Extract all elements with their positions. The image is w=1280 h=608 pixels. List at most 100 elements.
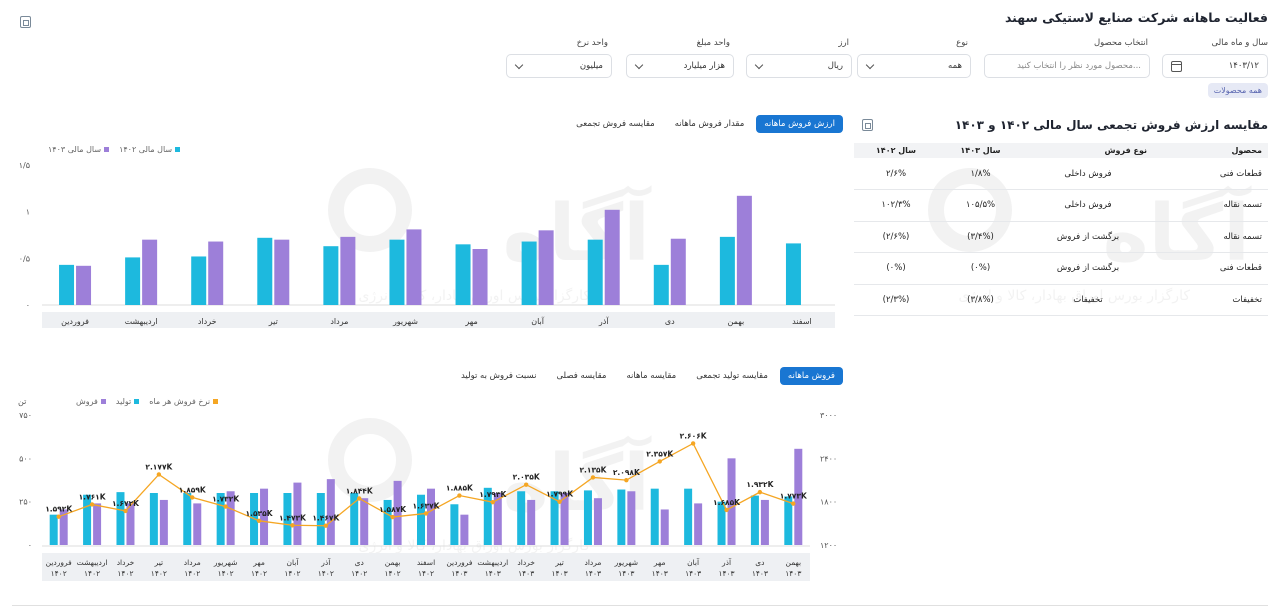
rate-point [357,496,362,501]
bar-sales [794,448,803,545]
bar-production [216,493,225,545]
type-select[interactable]: همه [857,54,971,78]
amount-unit-label: واحد مبلغ [696,38,730,48]
tab-monthly-comparison[interactable]: مقایسه ماهانه [626,371,677,381]
cell-1403: (۳/۴%) [938,221,1023,253]
rate-point [423,511,429,516]
currency-select[interactable]: ریال [746,54,852,78]
x-tick-label-month: تیر [554,558,564,567]
product-select[interactable]: محصول مورد نظر را انتخاب کنید... [984,54,1150,78]
rate-point [690,441,696,446]
x-tick-label-year: ۱۴۰۳ [552,569,568,578]
x-tick-label-month: مرداد [184,558,201,567]
rate-data-label: ۱.۸۸۵K [446,484,474,493]
rate-data-label: ۱.۷۷۳K [780,492,808,501]
monthly-sales-production-chart: تن ۰ ۲۵۰ ۵۰۰ ۷۵۰ ۱۲۰۰ ۱۸۰۰ ۲۴۰۰ ۳۰۰۰ فروردین ۱۴۰۲ ا… [18,397,837,581]
x-tick-label-month: اردیبهشت [477,558,508,567]
bar-1403 [142,239,158,305]
tab-cumulative-sales-comparison[interactable]: مقایسه فروش تجمعی [576,119,655,129]
x-tick-label-month: فروردین [446,558,473,567]
bar-production [383,499,392,545]
x-tick-label-year: ۱۴۰۲ [117,569,133,578]
tab-monthly-sales-quantity[interactable]: مقدار فروش ماهانه [674,119,745,129]
bar-production [617,489,626,545]
amount-unit-select[interactable]: هزار میلیارد [626,54,734,78]
rate-data-label: ۲.۱۷۷K [145,462,173,471]
year-month-picker[interactable]: ۱۴۰۳/۱۲ [1162,54,1268,78]
y-tick-label: ۱ [26,208,30,217]
x-tick-label: اسفند [792,317,812,326]
bar-sales [193,503,202,545]
x-tick-label-month: فروردین [46,558,73,567]
bar-1402 [719,236,735,305]
bar-sales [393,480,402,545]
x-axis-band [42,553,810,581]
bar-sales [360,498,369,545]
table-row: تسمه نقاله فروش داخلی ۱۰۵/۵% ۱۰۲/۳% [854,189,1268,222]
excel-export-icon[interactable] [20,16,31,28]
x-axis-band [42,312,835,328]
rate-point [757,489,763,495]
cell-1403: (۳/۸%) [938,284,1023,316]
rate-unit-value: میلیون [579,61,603,71]
tab-monthly-sales-value[interactable]: ارزش فروش ماهانه [756,115,843,133]
bar-production [650,488,659,545]
x-tick-label-year: ۱۴۰۳ [785,569,801,578]
x-tick-label-month: بهمن [786,558,802,567]
x-tick-label-month: آبان [687,557,700,567]
rate-point [56,514,61,519]
rate-data-label: ۱.۶۸۵K [713,498,741,507]
bar-production [417,494,425,545]
y-left-tick-label: ۵۰۰ [19,454,32,463]
tab-monthly-sales[interactable]: فروش ماهانه [779,367,843,385]
bar-1402 [59,264,75,305]
y-left-axis-label: تن [18,397,26,406]
y-left-tick-label: ۲۵۰ [19,498,32,507]
rate-unit-select[interactable]: میلیون [506,54,612,78]
cell-product: قطعات فنی [1153,252,1268,285]
x-tick-label-year: ۱۴۰۳ [652,569,668,578]
legend-label: نرخ فروش هر ماه [149,397,211,406]
bar-sales [226,491,235,545]
x-tick-label-year: ۱۴۰۳ [585,569,601,578]
bar-1403 [538,230,554,305]
bottom-chart-legend: نرخ فروش هر ماه تولید فروش [76,397,219,406]
bar-production [149,493,158,545]
bar-sales [694,503,703,545]
tab-seasonal-comparison[interactable]: مقایسه فصلی [556,371,607,381]
tab-cumulative-production[interactable]: مقایسه تولید تجمعی [696,371,768,381]
legend-swatch [104,147,110,152]
y-right-tick-label: ۳۰۰۰ [820,411,837,420]
rate-point [590,475,596,480]
excel-export-icon[interactable] [862,119,873,131]
top-chart-legend: سال مالی ۱۴۰۲ سال مالی ۱۴۰۳ [48,145,181,154]
x-tick-label: اردیبهشت [125,317,158,326]
rate-data-label: ۱.۴۶۷K [312,514,340,523]
bar-production [83,494,92,545]
x-tick-label-month: اسفند [417,558,435,567]
rate-point [223,504,228,509]
cell-1402: (۰%) [854,252,938,285]
bar-1402 [389,239,405,305]
bar-production [316,493,325,545]
cell-product: تسمه نقاله [1153,189,1268,222]
all-products-tag[interactable]: همه محصولات [1207,83,1268,98]
rate-point [523,482,529,487]
x-tick-label-year: ۱۴۰۳ [685,569,701,578]
bar-1403 [340,236,356,305]
tab-sales-to-production[interactable]: نسبت فروش به تولید [460,371,537,381]
x-tick-label-month: دی [755,558,764,567]
product-label: انتخاب محصول [1093,38,1148,48]
legend-item: سال مالی ۱۴۰۳ [48,145,110,154]
x-tick-label-year: ۱۴۰۳ [752,569,768,578]
x-tick-label-year: ۱۴۰۳ [618,569,634,578]
y-right-tick-label: ۲۴۰۰ [820,454,837,463]
year-month-value: ۱۴۰۳/۱۲ [1228,61,1259,71]
x-tick-label-year: ۱۴۰۳ [518,569,534,578]
watermark-ring [328,168,412,252]
legend-label: تولید [115,397,132,406]
x-tick-label: خرداد [198,317,217,326]
amount-unit-value: هزار میلیارد [683,61,725,71]
bar-1402 [653,264,669,305]
bar-production [183,493,192,545]
